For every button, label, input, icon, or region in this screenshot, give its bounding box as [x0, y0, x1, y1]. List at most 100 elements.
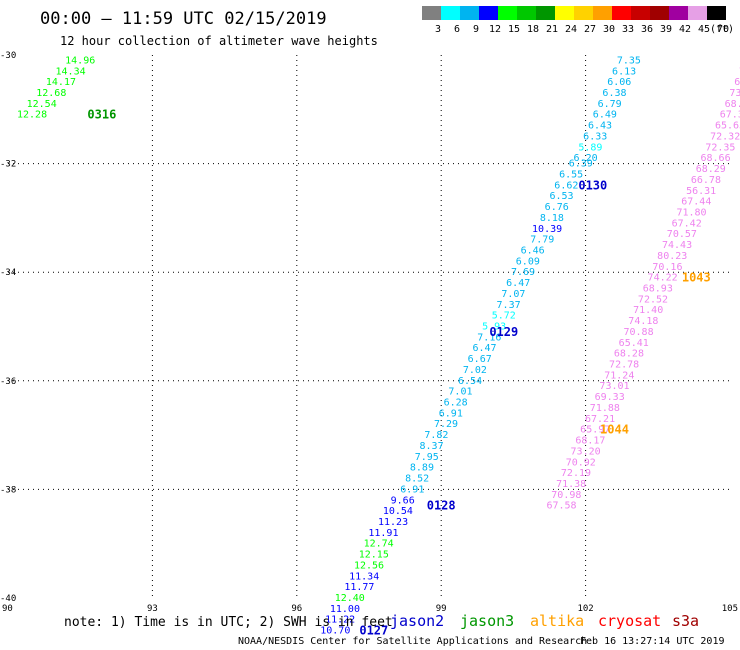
wave-height-point: 6.55	[559, 169, 583, 180]
wave-height-point: 14.34	[56, 66, 86, 77]
wave-height-point: 12.56	[354, 560, 384, 571]
colorbar-label: 15	[508, 24, 520, 35]
wave-height-point: 65.41	[619, 338, 649, 349]
wave-height-point: 7.01	[448, 387, 472, 398]
y-tick-label: -30	[0, 51, 16, 61]
wave-height-point: 74.43	[662, 240, 692, 251]
wave-height-point: 7.79	[530, 235, 554, 246]
wave-height-point: 72.19	[561, 468, 591, 479]
wave-height-point: 8.52	[405, 474, 429, 485]
grid-lines	[8, 55, 730, 598]
wave-height-point: 70.98	[551, 490, 581, 501]
pass-label: 0130	[578, 178, 607, 192]
wave-height-point: 7.95	[415, 452, 439, 463]
wave-height-point: 6.20	[574, 153, 598, 164]
x-tick-label: 99	[436, 604, 447, 614]
colorbar-label: 33	[622, 24, 634, 35]
wave-height-point: 71.40	[633, 305, 663, 316]
wave-height-point: 67.30	[720, 110, 740, 121]
y-tick-label: -40	[0, 594, 16, 604]
wave-height-point: 70.88	[623, 327, 653, 338]
pass-label: 0128	[427, 499, 456, 513]
x-tick-labels: 90 93 96 99 102 105	[2, 604, 738, 614]
pass-labels: 031601300129012801271041104210431044	[87, 108, 711, 638]
wave-height-point: 12.68	[36, 88, 66, 99]
colorbar-label: 70	[717, 24, 729, 35]
wave-height-point: 12.40	[335, 593, 365, 604]
pass-label: 1043	[682, 271, 711, 285]
x-tick-label: 105	[722, 604, 738, 614]
wave-height-point: 6.39	[569, 159, 593, 170]
wave-height-point: 73.54	[729, 88, 740, 99]
colorbar-swatch	[707, 6, 726, 20]
wave-height-point: 14.96	[65, 55, 95, 66]
wave-height-point: 72.35	[705, 142, 735, 153]
colorbar-label: 42	[679, 24, 691, 35]
colorbar-unit: (ft)	[710, 24, 734, 35]
footer-timestamp: Feb 16 13:27:14 UTC 2019	[580, 636, 725, 647]
y-tick-label: -32	[0, 160, 16, 170]
wave-height-point: 7.37	[497, 300, 521, 311]
wave-height-point: 10.70	[320, 626, 350, 637]
wave-height-point: 68.66	[701, 153, 731, 164]
wave-height-point: 6.33	[583, 131, 607, 142]
footer-credit: NOAA/NESDIS Center for Satellite Applica…	[238, 636, 587, 647]
colorbar-label: 9	[473, 24, 479, 35]
wave-height-point: 6.62	[554, 180, 578, 191]
wave-height-point: 11.77	[344, 582, 374, 593]
colorbar-label: 36	[641, 24, 653, 35]
colorbar-label: 12	[489, 24, 501, 35]
wave-height-point: 71.38	[556, 479, 586, 490]
wave-height-point: 11.22	[325, 615, 355, 626]
pass-label: 0129	[489, 325, 518, 339]
colorbar-swatch	[460, 6, 479, 20]
wave-height-point: 6.67	[468, 354, 492, 365]
legend-entry-jason2: jason2	[390, 612, 444, 630]
data-points: 14.9614.3414.1712.6812.5412.287.356.136.…	[17, 55, 740, 636]
wave-height-point: 6.09	[516, 256, 540, 267]
wave-height-point: 6.54	[458, 376, 482, 387]
colorbar-label: 39	[660, 24, 672, 35]
wave-height-point: 68.74	[725, 99, 740, 110]
wave-height-point: 12.54	[27, 99, 57, 110]
wave-height-point: 7.82	[424, 430, 448, 441]
wave-height-point: 80.23	[657, 251, 687, 262]
colorbar-label: 6	[454, 24, 460, 35]
wave-height-point: 65.65	[715, 121, 740, 132]
colorbar-label: 21	[546, 24, 558, 35]
wave-height-point: 71.80	[676, 207, 706, 218]
wave-height-point: 74.18	[628, 316, 658, 327]
colorbar-swatch	[498, 6, 517, 20]
wave-height-point: 6.91	[439, 408, 463, 419]
wave-height-point: 6.46	[521, 245, 545, 256]
x-tick-label: 96	[291, 604, 302, 614]
colorbar-swatch	[669, 6, 688, 20]
wave-height-point: 7.35	[617, 55, 641, 66]
wave-height-point: 72.52	[638, 294, 668, 305]
wave-height-point: 5.89	[578, 142, 602, 153]
wave-height-point: 67.58	[546, 501, 576, 512]
wave-height-point: 67.21	[585, 414, 615, 425]
wave-height-point: 11.00	[330, 604, 360, 615]
wave-height-point: 11.23	[378, 517, 408, 528]
colorbar-swatch	[631, 6, 650, 20]
colorbar-swatch	[612, 6, 631, 20]
colorbar-swatch	[441, 6, 460, 20]
wave-height-point: 11.34	[349, 571, 379, 582]
wave-height-point: 56.31	[686, 186, 716, 197]
wave-height-point: 12.15	[359, 550, 389, 561]
x-tick-label: 93	[147, 604, 158, 614]
colorbar-swatch	[422, 6, 441, 20]
wave-height-point: 71.88	[590, 403, 620, 414]
colorbar-label: 30	[603, 24, 615, 35]
wave-height-point: 68.17	[575, 436, 605, 447]
legend-entry-s3a: s3a	[672, 612, 699, 630]
colorbar-swatch	[593, 6, 612, 20]
colorbar-swatch	[650, 6, 669, 20]
wave-height-point: 66.78	[691, 175, 721, 186]
wave-height-point: 12.74	[364, 539, 394, 550]
wave-height-point: 6.79	[598, 99, 622, 110]
colorbar-swatch	[688, 6, 707, 20]
colorbar-label: 45	[698, 24, 710, 35]
